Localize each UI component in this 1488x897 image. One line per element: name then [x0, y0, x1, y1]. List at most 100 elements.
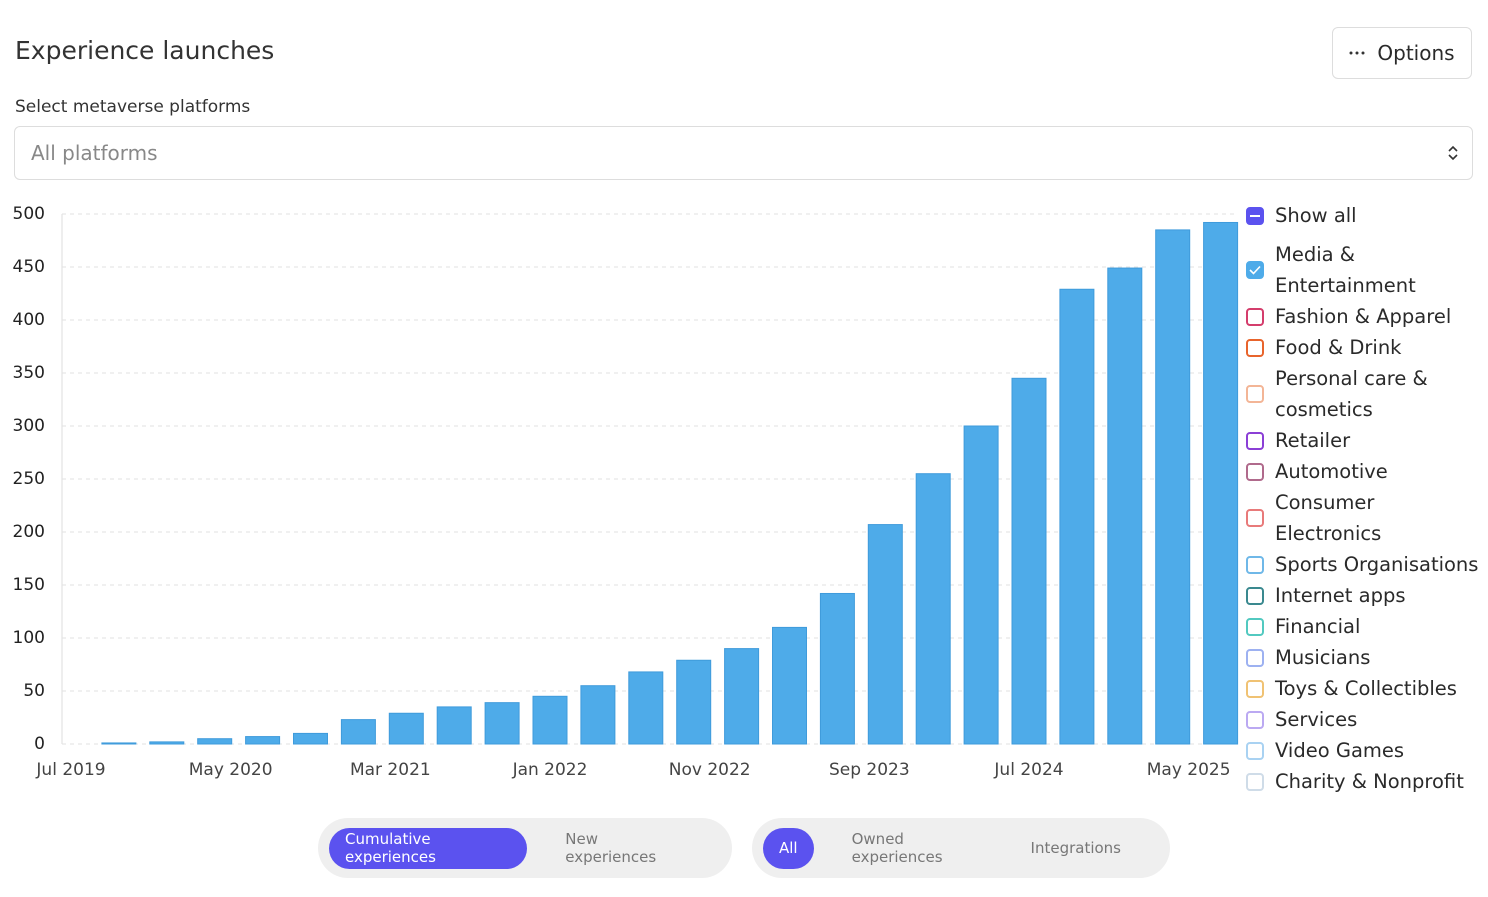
legend-show-all[interactable]: Show all	[1244, 200, 1488, 231]
bar	[1107, 267, 1143, 745]
checkbox	[1246, 648, 1264, 667]
checkbox	[1246, 772, 1264, 791]
legend-label: Personal care & cosmetics	[1275, 367, 1428, 421]
toggle-button[interactable]: Cumulative experiences	[329, 827, 528, 869]
toggle-button[interactable]: Owned experiences	[851, 830, 943, 866]
x-tick-label: Nov 2022	[669, 760, 751, 780]
legend-item[interactable]: Charity & Nonprofit	[1244, 766, 1488, 797]
bar	[1059, 288, 1095, 745]
select-label: Select metaverse platforms	[15, 97, 251, 117]
legend-item[interactable]: Financial	[1244, 611, 1488, 642]
toggle-button[interactable]: All	[763, 827, 814, 869]
bar	[388, 712, 424, 745]
bar	[532, 695, 568, 745]
y-tick-label: 150	[13, 575, 45, 595]
y-tick-label: 200	[13, 522, 45, 542]
legend-label: Charity & Nonprofit	[1275, 770, 1464, 793]
platform-select[interactable]: All platforms	[14, 126, 1473, 180]
legend-label: Toys & Collectibles	[1275, 677, 1457, 700]
legend-item[interactable]: Retailer	[1244, 425, 1488, 456]
y-tick-label: 250	[13, 469, 45, 489]
check-icon	[1249, 265, 1261, 275]
bar	[772, 626, 807, 745]
checkbox	[1246, 741, 1264, 760]
legend-item[interactable]: Toys & Collectibles	[1244, 673, 1488, 704]
legend-item[interactable]: Internet apps	[1244, 580, 1488, 611]
bar	[245, 736, 281, 745]
checkbox	[1246, 338, 1264, 357]
bar	[1155, 229, 1191, 745]
bar	[676, 659, 712, 745]
legend-label: Consumer Electronics	[1275, 491, 1382, 545]
legend-item[interactable]: Services	[1244, 704, 1488, 735]
legend-label: Video Games	[1275, 739, 1405, 762]
y-tick-label: 500	[13, 204, 45, 224]
legend-label: Sports Organisations	[1275, 553, 1479, 576]
bar	[1203, 221, 1239, 745]
bar	[819, 592, 855, 745]
x-tick-label: Jul 2024	[993, 760, 1063, 780]
bar	[628, 671, 664, 745]
bar	[724, 648, 760, 745]
legend-item[interactable]: Food & Drink	[1244, 332, 1488, 363]
x-tick-label: May 2025	[1147, 760, 1231, 780]
x-tick-label: Mar 2021	[350, 760, 431, 780]
legend-label: Media & Entertainment	[1275, 243, 1416, 297]
bar	[1011, 377, 1047, 745]
checkbox	[1246, 509, 1264, 527]
checkbox	[1246, 206, 1264, 225]
bar	[484, 702, 520, 745]
chart: 0 50 100 150 200 250 300 350 400 450 500 Jul 2019 Ma…	[13, 204, 1239, 780]
legend-label: Internet apps	[1275, 584, 1406, 607]
bar	[867, 524, 903, 745]
legend-item[interactable]: Consumer Electronics	[1244, 487, 1488, 549]
legend-label: Automotive	[1275, 460, 1388, 483]
y-tick-label: 450	[13, 257, 45, 277]
y-tick-label: 350	[13, 363, 45, 383]
toggle-button[interactable]: New experiences	[565, 830, 657, 866]
y-tick-label: 0	[34, 734, 45, 754]
legend-item[interactable]: Sports Organisations	[1244, 549, 1488, 580]
y-tick-label: 400	[13, 310, 45, 330]
checkbox	[1246, 385, 1264, 403]
bar	[197, 738, 233, 745]
legend-label: Fashion & Apparel	[1275, 305, 1452, 328]
checkbox	[1246, 679, 1264, 698]
legend-item[interactable]: Video Games	[1244, 735, 1488, 766]
legend-item[interactable]: Fashion & Apparel	[1244, 301, 1488, 332]
select-arrows	[1448, 145, 1458, 161]
legend-label: Retailer	[1275, 429, 1351, 452]
bar	[149, 741, 185, 745]
y-tick-label: 300	[13, 416, 45, 436]
x-tick-label: Sep 2023	[829, 760, 910, 780]
bar	[340, 719, 376, 745]
legend-item[interactable]: Personal care & cosmetics	[1244, 363, 1488, 425]
legend: Show all Media & Entertainment Fashion & A…	[1244, 200, 1488, 802]
options-button[interactable]: Options	[1332, 27, 1472, 79]
checkbox	[1246, 586, 1264, 605]
x-tick-label: Jan 2022	[512, 760, 588, 780]
page-title: Experience launches	[15, 36, 275, 65]
legend-label: Musicians	[1275, 646, 1371, 669]
legend-item[interactable]: Automotive	[1244, 456, 1488, 487]
options-label: Options	[1377, 41, 1455, 65]
legend-label: Show all	[1275, 204, 1357, 227]
checkbox	[1246, 307, 1264, 326]
x-tick-label: May 2020	[189, 760, 273, 780]
bar	[963, 425, 999, 745]
toggle-button[interactable]: Integrations	[1030, 839, 1121, 857]
measure-toggle: Cumulative experiences New experiences	[318, 818, 732, 878]
checkbox	[1246, 462, 1264, 481]
ellipsis-icon	[1349, 51, 1365, 55]
bar	[915, 473, 951, 745]
bar	[436, 706, 472, 745]
checkbox	[1246, 617, 1264, 636]
minus-icon	[1250, 214, 1260, 217]
bar	[101, 742, 137, 745]
legend-item[interactable]: Media & Entertainment	[1244, 239, 1488, 301]
scope-toggle: All Owned experiences Integrations	[752, 818, 1170, 878]
legend-label: Food & Drink	[1275, 336, 1402, 359]
legend-item[interactable]: Musicians	[1244, 642, 1488, 673]
checkbox	[1246, 710, 1264, 729]
